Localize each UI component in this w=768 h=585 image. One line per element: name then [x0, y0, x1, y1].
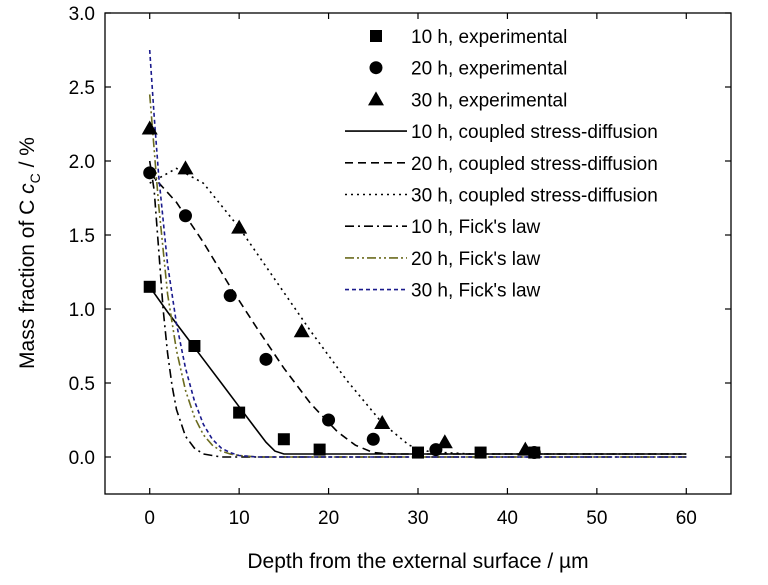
x-tick-label: 10 [229, 508, 250, 529]
data-point-square [370, 30, 382, 42]
data-point-circle [322, 413, 336, 427]
legend-label: 10 h, Fick's law [411, 217, 541, 238]
legend-label: 20 h, experimental [411, 59, 567, 80]
x-axis-label: Depth from the external surface / µm [247, 550, 588, 573]
x-tick-label: 20 [318, 508, 339, 529]
data-point-triangle [231, 219, 248, 234]
data-point-circle [223, 289, 237, 303]
legend-label: 10 h, coupled stress-diffusion [411, 122, 658, 143]
x-tick-label: 40 [497, 508, 518, 529]
series-line [148, 49, 687, 458]
data-point-triangle [517, 441, 534, 456]
data-point-triangle [141, 120, 158, 135]
y-tick-label: 0.5 [69, 374, 95, 395]
data-point-square [474, 446, 487, 459]
series-line [148, 94, 687, 458]
y-axis-label-main: Mass fraction of C [16, 194, 39, 369]
y-tick-label: 2.5 [69, 78, 95, 99]
data-point-square [313, 443, 326, 456]
y-axis-label-sub: C [27, 173, 43, 183]
data-point-square [143, 280, 156, 293]
legend-label: 10 h, experimental [411, 27, 567, 48]
data-point-circle [369, 61, 383, 75]
data-point-triangle [177, 160, 194, 175]
x-tick-label: 30 [407, 508, 428, 529]
data-point-square [188, 340, 201, 352]
data-point-square [412, 446, 424, 459]
data-point-circle [259, 352, 273, 366]
data-point-square [277, 433, 290, 446]
y-tick-label: 1.0 [69, 300, 95, 321]
y-axis-label-var: c [16, 183, 39, 194]
legend-label: 20 h, Fick's law [411, 249, 541, 270]
data-point-square [233, 406, 246, 419]
series-markers [141, 120, 541, 460]
legend-label: 20 h, coupled stress-diffusion [411, 154, 658, 175]
series-line [149, 286, 687, 455]
legend-label: 30 h, Fick's law [411, 281, 541, 302]
legend-label: 30 h, experimental [411, 90, 567, 111]
axis-ticks: 0 10 20 30 40 50 60 0.0 0.5 1.0 1.5 2.0 2.5 3.0 [69, 4, 731, 529]
y-tick-label: 3.0 [69, 4, 95, 25]
y-axis-label: Mass fraction of C cC / % [16, 137, 43, 369]
data-point-triangle [436, 434, 453, 449]
y-axis-label-unit: / % [16, 137, 39, 173]
y-tick-label: 0.0 [69, 448, 95, 469]
legend: 10 h, experimental 20 h, experimental 30 h… [345, 27, 658, 302]
data-point-circle [527, 446, 541, 460]
data-point-triangle [368, 91, 384, 106]
data-point-circle [178, 209, 192, 223]
legend-label: 30 h, coupled stress-diffusion [411, 186, 658, 207]
y-tick-label: 1.5 [69, 226, 95, 247]
x-tick-label: 0 [144, 508, 155, 529]
x-tick-label: 50 [586, 508, 607, 529]
data-point-circle [366, 432, 380, 446]
series-line [149, 172, 687, 455]
data-point-circle [143, 166, 157, 180]
y-tick-label: 2.0 [69, 152, 95, 173]
x-tick-label: 60 [676, 508, 697, 529]
series-line [149, 167, 687, 455]
data-point-triangle [374, 414, 391, 429]
data-point-triangle [293, 323, 310, 338]
